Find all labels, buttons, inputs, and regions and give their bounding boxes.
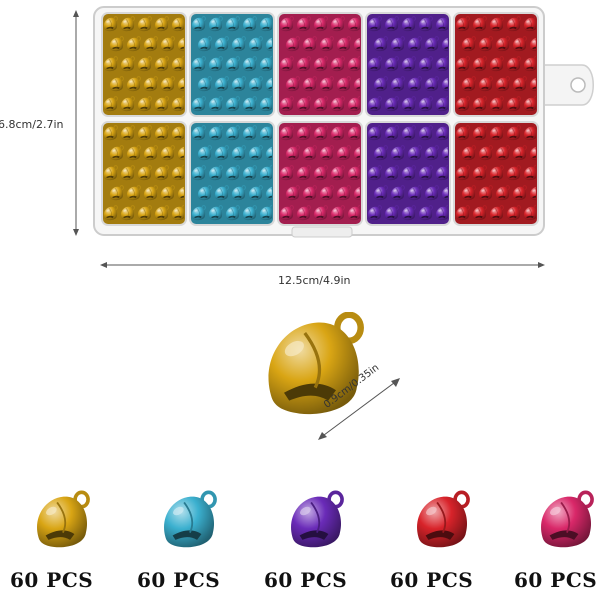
quantity-label: 60 PCS xyxy=(264,568,348,592)
bell-icon xyxy=(541,490,594,548)
bell-size-line xyxy=(318,378,400,440)
quantity-label: 60 PCS xyxy=(390,568,474,592)
quantity-label: 60 PCS xyxy=(137,568,221,592)
width-dimension xyxy=(100,255,545,275)
quantity-label: 60 PCS xyxy=(10,568,94,592)
bell-icon xyxy=(291,490,344,548)
bell-item-blue xyxy=(155,488,235,558)
bell-icon xyxy=(268,312,364,415)
quantity-label: 60 PCS xyxy=(514,568,598,592)
height-dimension-line xyxy=(73,10,79,236)
organizer-box-image xyxy=(93,6,594,238)
bell-item-gold xyxy=(28,488,108,558)
bell-icon xyxy=(417,490,470,548)
width-label: 12.5cm/4.9in xyxy=(278,274,351,287)
bell-item-pink xyxy=(532,488,600,558)
bell-icon xyxy=(164,490,217,548)
bell-item-red xyxy=(408,488,488,558)
height-dimension xyxy=(60,8,100,238)
bell-item-purple xyxy=(282,488,362,558)
width-dimension-line xyxy=(100,262,545,268)
bell-size-dimension xyxy=(300,370,410,450)
bell-icon xyxy=(37,490,90,548)
large-gold-bell xyxy=(258,312,378,422)
height-label: 6.8cm/2.7in xyxy=(0,118,64,131)
organizer-box xyxy=(92,5,600,240)
